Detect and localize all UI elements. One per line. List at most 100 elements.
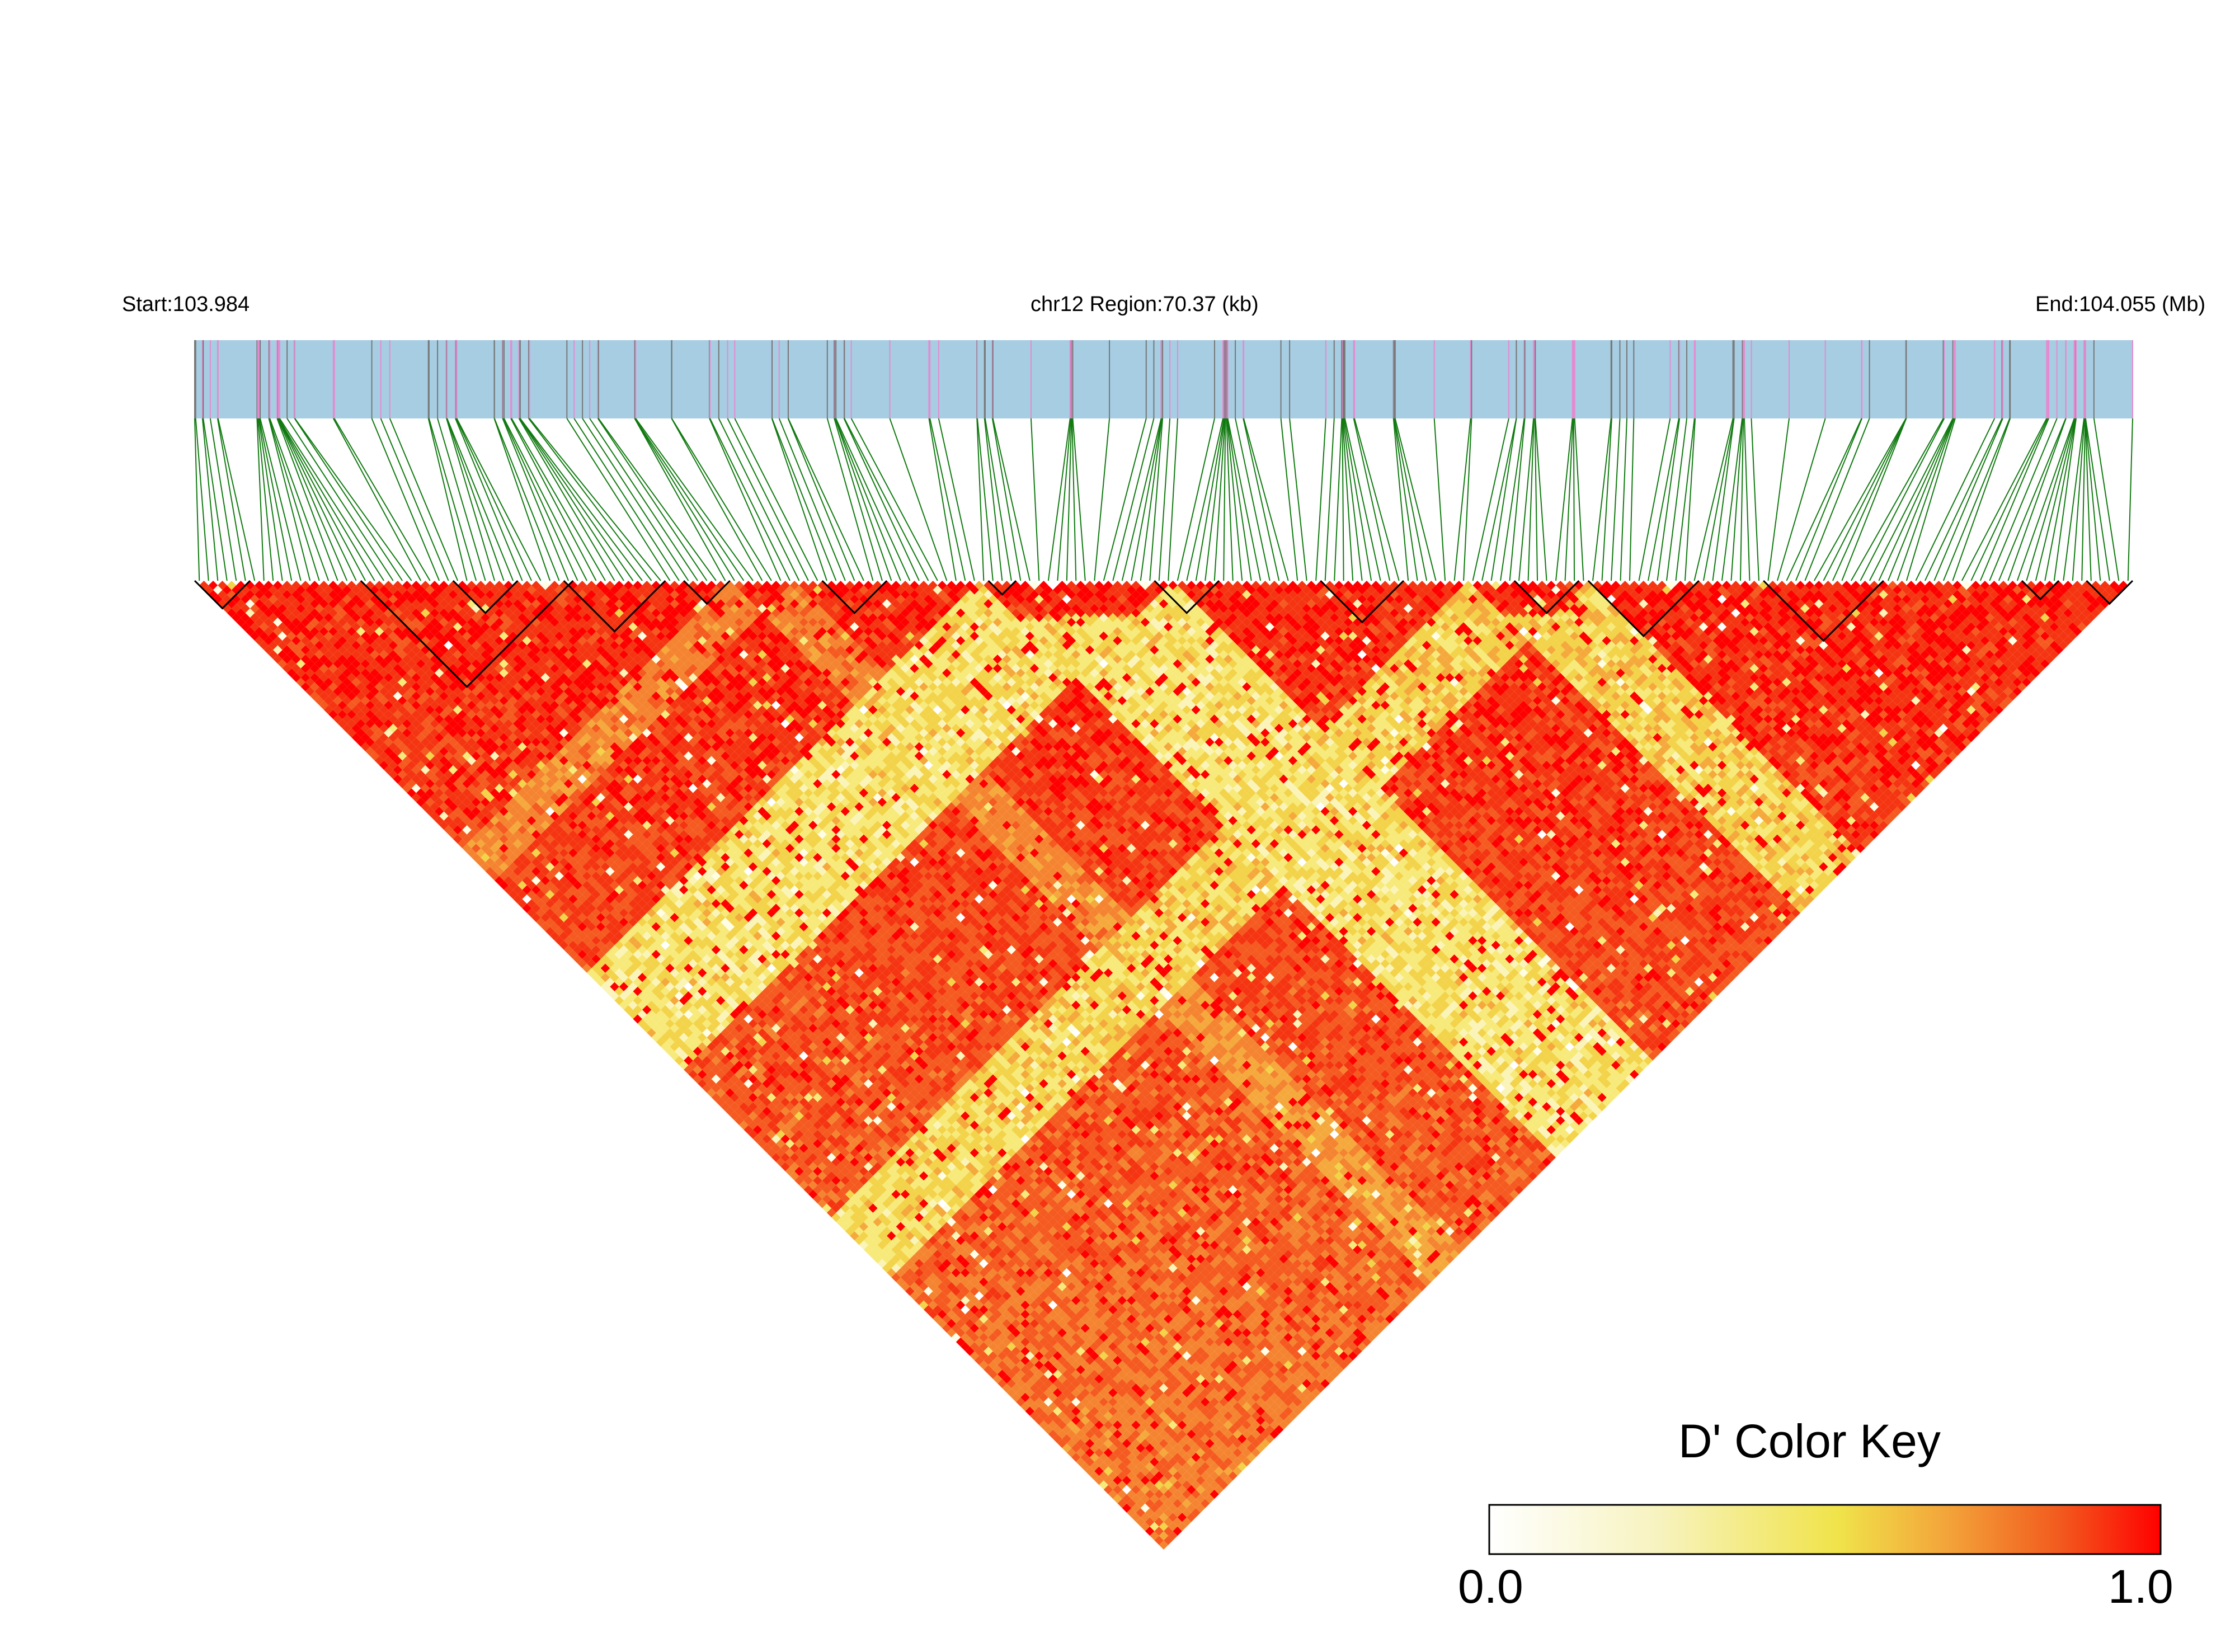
snp-connector	[1693, 418, 1734, 581]
ld-cell	[476, 802, 486, 812]
ld-cell	[517, 889, 527, 900]
ld-cell	[471, 816, 481, 826]
ld-cell	[421, 802, 430, 812]
ld-cell	[752, 1134, 763, 1144]
ld-cell	[504, 857, 514, 867]
ld-cell	[910, 1263, 919, 1273]
ld-cell	[384, 728, 393, 738]
ld-cell	[517, 881, 527, 890]
snp-connector	[1057, 418, 1071, 581]
ld-cell	[647, 1019, 656, 1029]
ld-cell	[416, 742, 426, 752]
ld-cell	[448, 783, 458, 793]
ld-cell	[476, 857, 486, 867]
snp-connector	[277, 418, 348, 581]
ld-cell	[910, 1236, 919, 1245]
snp-connector	[1915, 418, 1996, 581]
ld-cell	[314, 677, 324, 687]
ld-cell	[1011, 1374, 1021, 1384]
ld-cell	[531, 912, 541, 923]
ld-cell	[799, 1152, 808, 1162]
ld-cell	[716, 1033, 726, 1042]
ld-cell	[467, 802, 477, 812]
ld-cell	[481, 797, 490, 807]
snp-connector	[277, 418, 366, 581]
ld-cell	[508, 862, 518, 872]
snp-connector	[843, 418, 920, 581]
ld-cell	[425, 751, 435, 761]
ld-cell	[508, 844, 518, 853]
ld-cell	[314, 649, 324, 660]
ld-cell	[591, 917, 601, 927]
snp-connector	[437, 418, 486, 581]
ld-cell	[485, 830, 495, 839]
ld-cell	[444, 779, 453, 789]
ld-cell	[444, 825, 453, 835]
snp-connector	[269, 418, 320, 581]
snp-connector	[1227, 418, 1262, 581]
ld-cell	[826, 1162, 836, 1171]
ld-cell	[319, 645, 329, 655]
ld-cell	[531, 894, 541, 904]
snp-connector	[1168, 418, 1178, 581]
ld-cell	[836, 1171, 845, 1181]
snp-connector	[1961, 418, 2048, 581]
ld-cell	[591, 963, 601, 973]
ld-cell	[1168, 1531, 1178, 1541]
ld-cell	[1085, 1429, 1095, 1439]
snp-connector	[976, 418, 985, 581]
ld-cell	[467, 783, 477, 793]
snp-connector	[1334, 418, 1343, 581]
ld-cell	[1011, 1347, 1021, 1356]
ld-cell	[716, 1079, 726, 1089]
snp-connector	[1574, 418, 1584, 581]
snp-connector	[268, 418, 311, 581]
ld-cell	[591, 908, 601, 918]
snp-connector	[520, 418, 643, 581]
ld-cell	[734, 1088, 744, 1098]
ld-cell	[453, 779, 463, 789]
ld-cell	[771, 1134, 781, 1144]
ld-cell	[448, 774, 458, 784]
ld-cell	[600, 982, 610, 992]
ld-cell	[882, 1226, 892, 1236]
snp-connector	[850, 418, 938, 581]
ld-cell	[762, 1134, 771, 1144]
ld-cell	[365, 737, 375, 747]
ld-cell	[384, 765, 393, 775]
ld-cell	[725, 1042, 735, 1052]
ld-cell	[458, 793, 467, 802]
ld-cell	[526, 908, 537, 918]
snp-connector	[2081, 418, 2086, 581]
ld-cell	[360, 714, 370, 724]
snp-connector	[201, 418, 219, 581]
ld-cell	[817, 1143, 827, 1153]
ld-cell	[1039, 1392, 1048, 1402]
ld-cell	[467, 830, 477, 839]
ld-cell	[937, 1282, 947, 1292]
ld-cell	[411, 728, 421, 738]
ld-cell	[407, 733, 416, 742]
ld-cell	[481, 862, 490, 872]
ld-cell	[347, 728, 356, 738]
snp-connector	[427, 418, 468, 581]
ld-cell	[490, 834, 500, 844]
ld-cell	[619, 991, 629, 1001]
ld-cell	[974, 1319, 984, 1329]
ld-cell	[1057, 1411, 1067, 1421]
snp-connector	[778, 418, 846, 581]
ld-cell	[323, 659, 333, 669]
ld-cell	[305, 622, 315, 632]
snp-connector	[1739, 418, 1744, 581]
snp-connector	[2127, 418, 2133, 581]
ld-cell	[582, 908, 592, 918]
ld-cell	[697, 1014, 707, 1024]
ld-cell	[485, 867, 495, 876]
ld-cell	[780, 1143, 790, 1153]
ld-cell	[545, 862, 555, 872]
snp-connector	[1535, 418, 1547, 581]
ld-cell	[1122, 1494, 1132, 1504]
ld-cell	[439, 802, 449, 812]
ld-cell	[458, 839, 467, 849]
ld-cell	[351, 723, 361, 733]
